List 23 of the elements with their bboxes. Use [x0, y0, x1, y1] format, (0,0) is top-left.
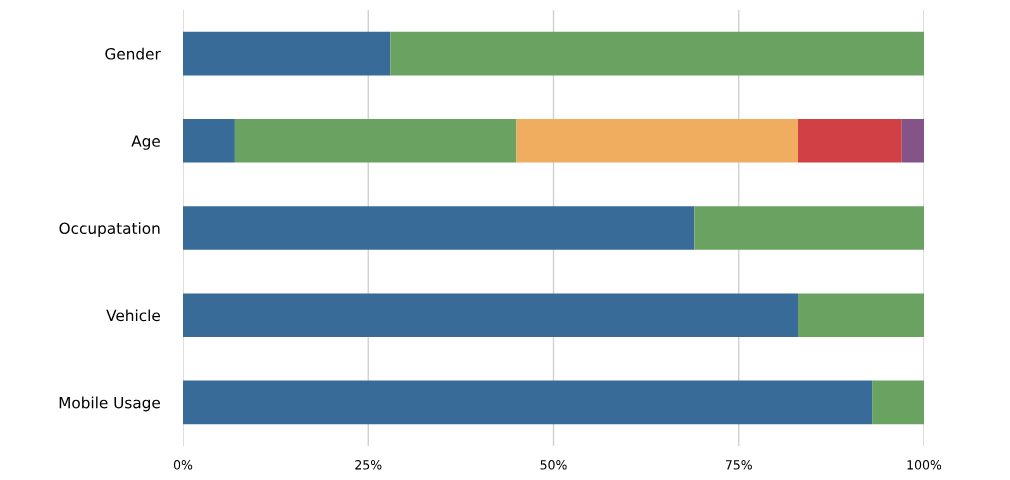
y-tick-label: Mobile Usage: [59, 396, 160, 412]
x-tick-label: 50%: [540, 460, 567, 470]
bar: [183, 206, 695, 250]
bar: [798, 119, 902, 163]
bar: [798, 293, 924, 337]
y-tick-label: Vehicle: [106, 309, 160, 322]
bar: [901, 119, 924, 163]
x-tick-label: 75%: [725, 460, 752, 470]
x-tick-label: 0%: [173, 460, 193, 470]
x-tick-label: 100%: [907, 460, 942, 470]
bar: [516, 119, 799, 163]
y-tick-label: Occupatation: [59, 222, 160, 237]
bar: [234, 119, 517, 163]
bar: [183, 380, 873, 425]
bar: [183, 293, 799, 337]
bar: [390, 31, 924, 76]
x-tick-label: 25%: [355, 460, 382, 470]
bar: [694, 206, 924, 250]
bar: [183, 119, 235, 163]
y-tick-label: Gender: [105, 47, 161, 60]
bar: [872, 380, 924, 425]
bar: [183, 31, 391, 76]
y-tick-label: Age: [131, 135, 160, 150]
